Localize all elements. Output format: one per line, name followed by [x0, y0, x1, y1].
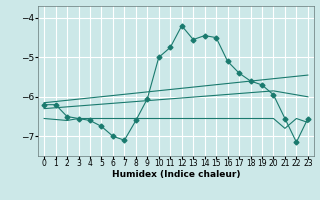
X-axis label: Humidex (Indice chaleur): Humidex (Indice chaleur): [112, 170, 240, 179]
